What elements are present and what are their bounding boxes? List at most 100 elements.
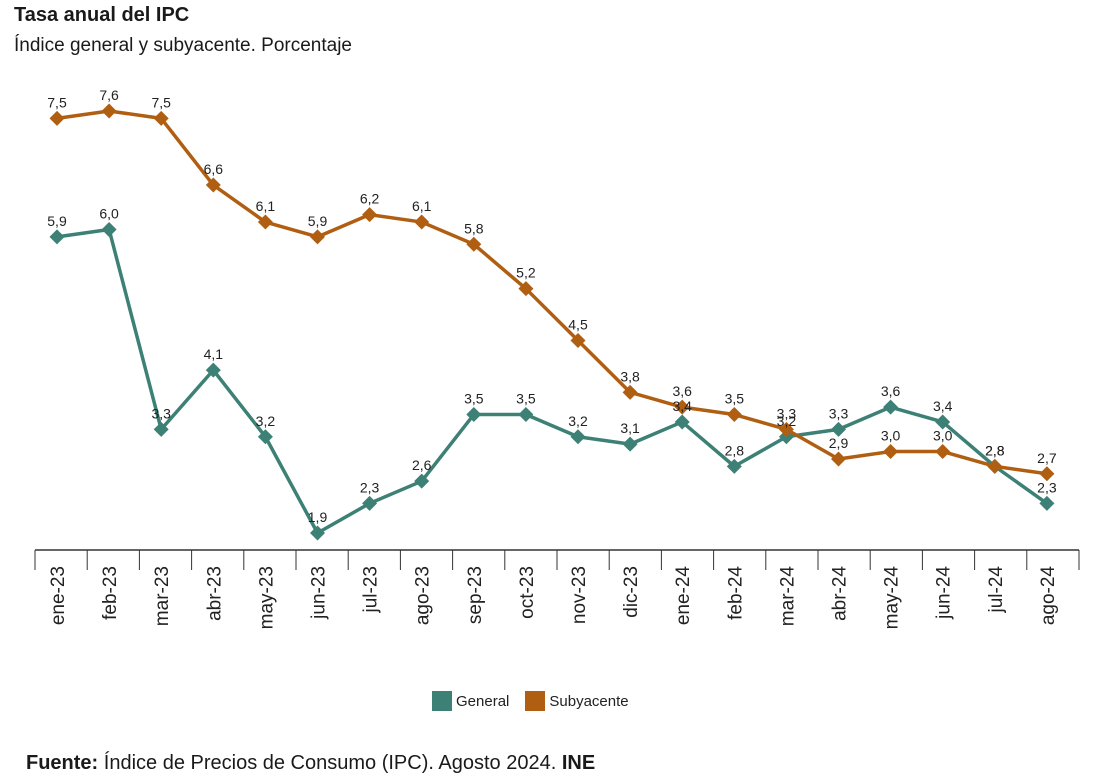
data-point-subyacente[interactable] [310,229,325,245]
data-point-general[interactable] [153,421,169,437]
chart-subtitle: Índice general y subyacente. Porcentaje [14,35,352,56]
data-label-general: 5,9 [47,213,67,229]
data-point-subyacente[interactable] [674,399,690,415]
data-point-subyacente[interactable] [101,103,117,119]
source-note: Fuente: Índice de Precios de Consumo (IP… [26,752,595,775]
data-point-general[interactable] [883,399,899,415]
data-label-subyacente: 2,9 [829,435,849,451]
x-tick-label: ene-23 [48,566,69,625]
data-label-general: 2,8 [985,442,1005,458]
data-point-general[interactable] [362,495,378,511]
data-point-subyacente[interactable] [883,444,899,460]
data-point-general[interactable] [466,407,482,423]
series-layer [49,103,1055,541]
x-tick-label: may-24 [882,566,903,630]
data-label-general: 1,9 [308,509,328,525]
data-label-subyacente: 6,6 [204,161,224,177]
data-label-general: 3,1 [620,420,640,436]
data-label-subyacente: 3,5 [725,391,745,407]
x-tick-label: feb-24 [725,566,746,620]
x-tick-label: oct-23 [517,566,538,619]
data-point-subyacente[interactable] [1039,466,1055,482]
data-label-subyacente: 6,1 [412,198,432,214]
data-point-general[interactable] [935,414,951,430]
data-label-general: 3,4 [933,398,953,414]
data-point-subyacente[interactable] [831,451,846,467]
legend: General Subyacente [432,691,645,711]
data-label-subyacente: 7,5 [47,94,67,110]
data-label-subyacente: 2,7 [1037,450,1057,466]
data-label-general: 3,3 [829,405,849,421]
data-point-subyacente[interactable] [414,214,430,230]
legend-item-general[interactable]: General [432,691,509,711]
x-tick-label: jul-23 [361,566,382,613]
x-tick-label: nov-23 [569,566,590,624]
data-point-subyacente[interactable] [570,333,586,349]
data-label-subyacente: 5,8 [464,220,484,236]
data-label-general: 2,3 [1037,479,1057,495]
data-label-general: 2,6 [412,457,432,473]
data-point-general[interactable] [622,436,638,452]
data-label-subyacente: 5,2 [516,265,536,281]
data-point-general[interactable] [518,407,534,423]
data-point-general[interactable] [414,473,430,489]
data-label-subyacente: 7,6 [99,87,119,103]
data-point-subyacente[interactable] [518,281,534,297]
x-tick-label: may-23 [256,566,277,629]
data-label-general: 4,1 [204,346,224,362]
data-label-general: 3,5 [464,391,484,407]
data-point-subyacente[interactable] [987,458,1003,474]
data-point-general[interactable] [205,362,221,378]
x-tick-label: ago-23 [413,566,434,625]
data-label-general: 3,2 [777,413,797,429]
data-point-subyacente[interactable] [49,110,65,126]
legend-label-general: General [456,692,510,710]
chart-title: Tasa anual del IPC [14,4,190,26]
data-point-general[interactable] [49,229,65,245]
data-label-general: 3,6 [881,383,901,399]
data-label-subyacente: 6,1 [256,198,276,214]
data-label-subyacente: 5,9 [308,213,328,229]
x-tick-label: jul-24 [986,566,1007,614]
data-point-general[interactable] [726,458,742,474]
data-point-subyacente[interactable] [205,177,221,193]
data-point-subyacente[interactable] [622,384,638,400]
data-label-subyacente: 3,8 [620,368,640,384]
data-label-general: 2,3 [360,479,380,495]
legend-label-subyacente: Subyacente [549,692,629,710]
x-tick-label: sep-23 [465,566,486,624]
data-point-general[interactable] [831,421,846,437]
x-tick-label: dic-23 [621,566,642,618]
data-label-general: 3,2 [568,413,588,429]
data-label-general: 3,4 [672,398,692,414]
data-label-general: 3,3 [151,405,171,421]
data-point-general[interactable] [1039,495,1055,511]
data-point-general[interactable] [310,525,325,541]
x-axis: ene-23 feb-23 mar-23 abr-23 may-23 jun-23 jul-… [34,549,1080,630]
data-point-subyacente[interactable] [257,214,273,230]
data-point-general[interactable] [674,414,690,430]
data-point-subyacente[interactable] [778,421,794,437]
legend-item-subyacente[interactable]: Subyacente [525,691,629,711]
x-tick-label: ago-24 [1038,566,1059,626]
data-point-subyacente[interactable] [153,110,169,126]
data-point-general[interactable] [257,429,273,445]
source-label: Fuente: [26,752,99,774]
legend-swatch-general [432,691,452,711]
data-point-subyacente[interactable] [362,207,378,223]
data-label-subyacente: 2,8 [985,442,1005,458]
series-line-subyacente [56,109,1048,476]
data-point-subyacente[interactable] [935,444,951,460]
data-point-general[interactable] [101,221,117,237]
data-point-subyacente[interactable] [466,236,482,252]
data-label-general: 3,5 [516,391,536,407]
data-label-subyacente: 7,5 [151,94,171,110]
data-point-subyacente[interactable] [726,407,742,423]
x-tick-label: abr-23 [204,566,225,621]
x-tick-label: feb-23 [100,566,121,620]
source-text: Índice de Precios de Consumo (IPC). Agos… [98,752,562,774]
line-chart: ene-23 feb-23 mar-23 abr-23 may-23 jun-23 jul-… [34,87,1080,630]
data-label-subyacente: 3,3 [777,405,797,421]
data-labels: 5,9 6,0 3,3 4,1 3,2 1,9 2,3 2,6 3,5 3,5 3,2 3,1 3,4 2… [47,87,1057,525]
data-point-general[interactable] [570,429,586,445]
